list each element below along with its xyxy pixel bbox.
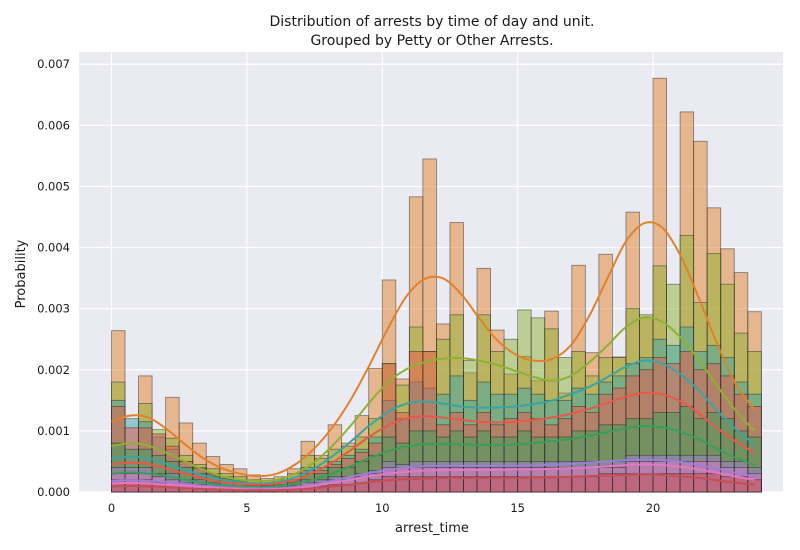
kde-line <box>111 473 755 492</box>
y-tick-label: 0.003 <box>37 302 70 316</box>
kde-line <box>111 458 755 490</box>
x-tick-label: 20 <box>646 501 661 515</box>
chart-title: Distribution of arrests by time of day a… <box>270 14 595 30</box>
histogram-bar <box>463 476 478 493</box>
y-tick-label: 0.006 <box>37 118 70 132</box>
histogram-bar <box>747 479 762 493</box>
y-axis-label: Probability <box>14 239 29 308</box>
x-tick-label: 15 <box>510 501 525 515</box>
kde-line <box>111 359 756 485</box>
histogram-bar <box>571 476 586 493</box>
kde-line <box>111 424 755 489</box>
histogram-bar <box>449 476 464 493</box>
x-tick-label: 5 <box>243 501 250 515</box>
x-axis-ticks: 0 5 10 15 20 <box>108 501 661 515</box>
histogram-bar <box>503 476 519 493</box>
histogram-bar <box>625 473 640 493</box>
kde-line <box>111 463 755 491</box>
kde-line <box>111 221 756 478</box>
histogram-bar <box>557 476 573 493</box>
y-tick-label: 0.002 <box>37 363 70 377</box>
x-tick-label: 0 <box>108 501 115 515</box>
kde-line <box>111 316 756 483</box>
kde-line <box>111 391 756 486</box>
y-axis-ticks: 0.000 0.001 0.002 0.003 0.004 0.005 0.006 0.007 <box>37 57 70 499</box>
histogram-bar <box>517 476 532 493</box>
histogram-bar <box>720 476 735 493</box>
chart-subtitle: Grouped by Petty or Other Arrests. <box>310 33 553 49</box>
x-axis-label: arrest_time <box>395 521 469 536</box>
y-tick-label: 0.000 <box>37 485 70 499</box>
histogram-bar <box>530 476 546 493</box>
histogram-bar <box>490 476 505 493</box>
histogram-bar <box>639 473 654 493</box>
histogram-bar <box>693 473 708 493</box>
histogram-bar <box>476 476 491 493</box>
kde-curves <box>111 221 756 492</box>
histogram-bar <box>584 476 600 493</box>
x-tick-label: 10 <box>375 501 390 515</box>
y-tick-label: 0.005 <box>37 179 70 193</box>
histogram-bar <box>706 473 722 493</box>
histogram-bar <box>612 473 627 493</box>
y-tick-label: 0.001 <box>37 424 70 438</box>
histogram-bar <box>544 476 559 493</box>
histogram-bar <box>652 473 667 493</box>
y-tick-label: 0.007 <box>37 57 70 71</box>
y-tick-label: 0.004 <box>37 241 70 255</box>
